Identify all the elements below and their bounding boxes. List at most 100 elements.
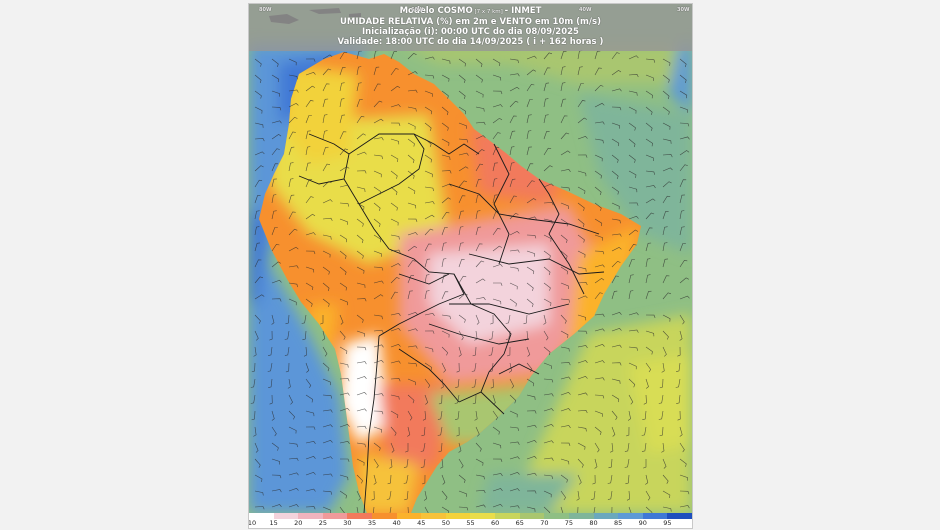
wind-barb xyxy=(594,121,605,125)
wind-barb xyxy=(288,442,298,448)
wind-barb xyxy=(543,266,551,276)
wind-barb xyxy=(642,410,647,420)
wind-barb xyxy=(509,130,516,140)
wind-barb xyxy=(339,234,348,243)
wind-barb xyxy=(254,442,259,453)
wind-barb xyxy=(458,293,468,300)
wind-barb xyxy=(339,282,347,291)
wind-barb xyxy=(526,440,537,444)
wind-barb xyxy=(526,216,537,220)
wind-barb xyxy=(594,394,605,399)
wind-barb xyxy=(271,74,280,83)
wind-barb xyxy=(475,458,484,466)
wind-barb xyxy=(543,250,551,259)
wind-barb xyxy=(645,170,655,175)
wind-barb xyxy=(628,138,636,148)
wind-barb xyxy=(628,106,637,114)
border-line xyxy=(458,353,505,403)
wind-barb xyxy=(526,234,537,239)
wind-barb xyxy=(662,330,669,340)
wind-barb xyxy=(441,330,450,338)
wind-barb xyxy=(492,147,500,156)
wind-barb xyxy=(560,132,570,140)
wind-barb xyxy=(356,186,366,193)
wind-barb xyxy=(662,181,672,188)
wind-barb xyxy=(611,344,622,348)
wind-barb xyxy=(322,217,333,221)
wind-barb xyxy=(339,298,348,306)
wind-barb xyxy=(420,442,426,452)
wind-barb xyxy=(356,391,367,396)
wind-barb xyxy=(611,154,619,163)
wind-barb xyxy=(543,440,554,444)
wind-barb xyxy=(254,242,261,252)
wind-barb xyxy=(305,130,311,140)
wind-barb xyxy=(407,202,417,209)
wind-barb xyxy=(628,394,634,405)
wind-barb xyxy=(339,407,350,412)
wind-barb xyxy=(254,58,262,67)
wind-barb xyxy=(305,72,316,76)
wind-barb xyxy=(543,457,554,461)
humidity-wind-map xyxy=(249,4,692,517)
wind-barb xyxy=(271,261,281,268)
wind-barb xyxy=(373,170,382,178)
wind-barb xyxy=(475,442,482,452)
wind-barb xyxy=(560,66,566,76)
wind-barb xyxy=(373,359,384,364)
wind-barb xyxy=(577,330,588,335)
wind-barb xyxy=(471,378,477,388)
wind-barb xyxy=(305,362,310,373)
wind-barb xyxy=(475,489,486,494)
wind-barb xyxy=(458,242,464,252)
wind-barb xyxy=(526,55,537,60)
wind-barb xyxy=(679,295,690,300)
wind-barb xyxy=(390,234,400,240)
wind-barb xyxy=(493,282,503,286)
wind-barb xyxy=(267,362,273,372)
wind-barb xyxy=(492,426,500,435)
wind-barb xyxy=(288,298,297,306)
wind-barb xyxy=(373,426,382,433)
wind-barb xyxy=(424,243,432,252)
wind-barb xyxy=(645,242,652,252)
wind-barb xyxy=(305,100,314,108)
wind-barb xyxy=(543,202,554,206)
wind-barb xyxy=(611,122,620,129)
colorbar-swatch xyxy=(519,513,545,519)
wind-barb xyxy=(475,178,482,188)
wind-barb xyxy=(271,442,279,451)
colorbar-label: 50 xyxy=(441,519,451,527)
wind-barb xyxy=(560,51,567,60)
wind-barb xyxy=(422,410,427,421)
wind-barb xyxy=(356,151,367,156)
wind-barb xyxy=(560,425,571,429)
wind-barb xyxy=(676,394,681,404)
wind-barb xyxy=(625,426,630,437)
wind-barb xyxy=(679,164,688,172)
wind-barb xyxy=(679,179,687,188)
wind-barb xyxy=(322,234,332,240)
wind-barb xyxy=(475,426,480,437)
wind-barb xyxy=(526,394,536,400)
colorbar-swatch xyxy=(593,513,619,519)
wind-barb xyxy=(628,346,638,351)
wind-barb xyxy=(424,228,434,236)
wind-barb xyxy=(373,314,383,320)
wind-barb xyxy=(288,426,297,434)
wind-barb xyxy=(407,170,415,179)
wind-barb xyxy=(405,443,409,453)
wind-barb xyxy=(645,122,653,131)
wind-barb xyxy=(288,194,295,204)
wind-barb xyxy=(390,328,401,332)
wind-barb xyxy=(611,275,619,284)
wind-barb xyxy=(560,282,569,289)
wind-barb xyxy=(628,186,638,193)
wind-barb xyxy=(458,458,464,469)
wind-barb xyxy=(403,458,409,468)
wind-barb xyxy=(607,474,613,484)
wind-barb xyxy=(339,131,347,140)
wind-barb xyxy=(455,378,460,388)
wind-barb xyxy=(526,424,537,428)
wind-barb xyxy=(475,135,486,140)
